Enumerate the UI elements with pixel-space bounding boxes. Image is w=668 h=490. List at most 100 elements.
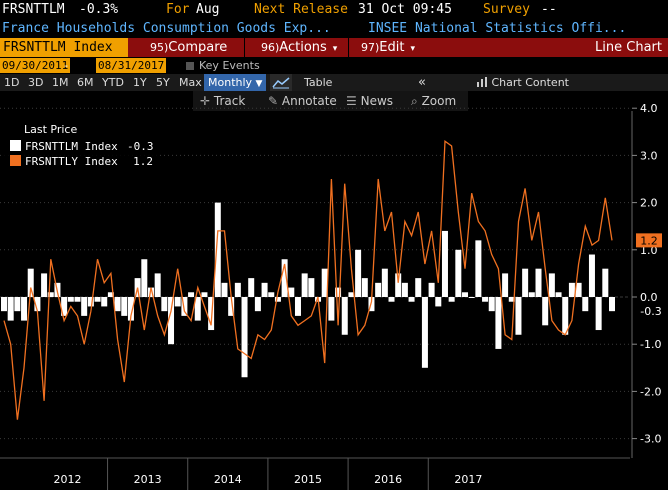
header-row: FRSNTTLM -0.3% For Aug Next Release 31 O… (0, 0, 668, 20)
year-label: 2015 (294, 473, 322, 486)
annotate-tool[interactable]: ✎ Annotate (268, 94, 337, 108)
bar (87, 297, 94, 307)
bar (488, 297, 495, 312)
bar (294, 297, 301, 316)
year-label: 2014 (214, 473, 242, 486)
for-value: Aug (196, 2, 220, 17)
period-ytd[interactable]: YTD (102, 76, 124, 89)
bar (548, 273, 555, 297)
bar (508, 297, 515, 302)
bar (568, 282, 575, 297)
legend-item-frsnttlm: FRSNTTLM Index -0.3 (10, 140, 154, 153)
y-tick-label: 2.0 (640, 197, 658, 210)
tools-row: ✛ Track ✎ Annotate ☰ News ⌕ Zoom (0, 91, 668, 111)
actions-button[interactable]: 96)Actions ▾ (261, 40, 338, 55)
bar (154, 273, 161, 297)
bar (174, 297, 181, 307)
period-1d[interactable]: 1D (4, 76, 20, 89)
bar (528, 292, 535, 297)
compare-button[interactable]: 95)Compare (150, 40, 228, 55)
year-label: 2012 (53, 473, 81, 486)
bar (214, 202, 221, 297)
bar (468, 297, 475, 298)
bar (7, 297, 14, 321)
bar (301, 273, 308, 297)
legend[interactable]: Last Price FRSNTTLM Index -0.3 FRSNTTLY … (3, 118, 159, 170)
frequency-select[interactable]: Monthly ▼ (204, 74, 266, 91)
period-5y[interactable]: 5Y (156, 76, 170, 89)
bar (602, 268, 609, 297)
bar (254, 297, 261, 312)
bar (415, 278, 422, 297)
bar (161, 297, 168, 312)
bar (495, 297, 502, 349)
bar (74, 297, 81, 302)
legend-title: Last Price (24, 123, 78, 136)
track-tool[interactable]: ✛ Track (200, 94, 246, 108)
start-date-field[interactable]: 09/30/2011 (0, 58, 71, 73)
bar (609, 297, 615, 312)
year-label: 2017 (454, 473, 482, 486)
last-value-badges: 1.2 -0.3 (636, 233, 666, 319)
news-icon: ☰ (346, 94, 357, 108)
line-last-badge (636, 233, 662, 248)
bar (141, 259, 148, 297)
period-3d[interactable]: 3D (28, 76, 44, 89)
next-release-value: 31 Oct 09:45 (358, 2, 452, 17)
description-row: France Households Consumption Goods Exp.… (0, 20, 668, 38)
key-events-toggle[interactable]: Key Events (186, 58, 260, 73)
bar (321, 268, 328, 297)
bar (448, 297, 455, 302)
news-tool[interactable]: ☰ News (346, 94, 394, 108)
bar (341, 297, 348, 335)
y-tick-label: 4.0 (640, 102, 658, 115)
edit-button[interactable]: 97)Edit ▾ (361, 40, 416, 55)
bar (61, 297, 68, 316)
bar (27, 268, 34, 297)
double-chevron-left-icon[interactable]: « (418, 75, 426, 90)
bar (81, 297, 88, 316)
x-axis: 2012 2013 2014 2015 2016 2017 (0, 457, 630, 486)
bar (542, 297, 549, 326)
bar (455, 249, 462, 297)
y-tick-label: -3.0 (640, 433, 661, 446)
year-separators (107, 458, 429, 490)
bar (261, 282, 268, 297)
year-label: 2013 (134, 473, 162, 486)
bar (575, 282, 582, 297)
period-1y[interactable]: 1Y (133, 76, 147, 89)
bar (94, 297, 101, 302)
bar (281, 259, 288, 297)
bar (375, 282, 382, 297)
table-button[interactable]: Table (304, 76, 333, 89)
chevron-down-icon: ▾ (332, 44, 338, 54)
bar (147, 287, 154, 297)
bar (582, 297, 589, 312)
line-last-value: 1.2 (640, 234, 658, 247)
bar (482, 297, 489, 302)
bar (107, 292, 114, 297)
period-1m[interactable]: 1M (52, 76, 69, 89)
chart-content-button[interactable]: Chart Content (476, 74, 569, 91)
zoom-tool[interactable]: ⌕ Zoom (411, 94, 457, 108)
bar (14, 297, 21, 312)
line-chart-icon[interactable] (270, 74, 292, 91)
y-tick-label: 3.0 (640, 149, 658, 162)
survey-value: -- (541, 2, 557, 17)
bar (328, 297, 335, 321)
for-label: For (166, 2, 190, 17)
bar (428, 282, 435, 297)
bar (441, 230, 448, 297)
period-6m[interactable]: 6M (77, 76, 94, 89)
security-field[interactable]: FRSNTTLM Index (0, 38, 128, 57)
bar (201, 292, 208, 297)
function-bar: FRSNTTLM Index 95)Compare 96)Actions ▾ 97… (0, 38, 668, 57)
bar (67, 297, 74, 302)
legend-swatch (10, 155, 21, 166)
end-date-field[interactable]: 08/31/2017 (96, 58, 167, 73)
bar (1, 297, 7, 312)
period-max[interactable]: Max (179, 76, 202, 89)
bar-last-value: -0.3 (640, 305, 661, 318)
bar (208, 297, 215, 331)
